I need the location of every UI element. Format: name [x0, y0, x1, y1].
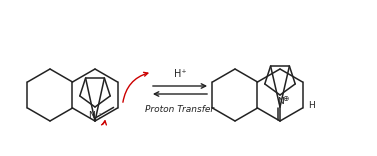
Text: ⊕: ⊕ — [282, 94, 288, 103]
FancyArrowPatch shape — [101, 121, 106, 125]
FancyArrowPatch shape — [123, 72, 148, 102]
Text: N: N — [277, 97, 284, 106]
Text: N :: N : — [89, 111, 101, 120]
Text: H: H — [308, 102, 315, 110]
Text: H⁺: H⁺ — [174, 69, 186, 79]
Text: Proton Transfer: Proton Transfer — [146, 105, 215, 115]
